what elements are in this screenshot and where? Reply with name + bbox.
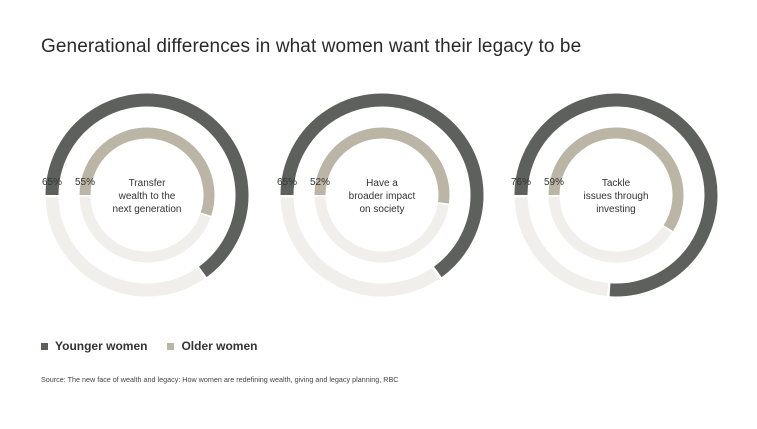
value-label-older: 55% [75, 177, 95, 188]
category-label-line: Transfer [129, 178, 167, 189]
ring-track-older [548, 196, 673, 263]
ring-arc-older [548, 127, 684, 232]
category-label-line: wealth to the [118, 191, 176, 202]
value-label-older: 52% [310, 177, 330, 188]
legend-item-older: Older women [167, 339, 257, 353]
value-label-older: 59% [544, 177, 564, 188]
category-label-line: next generation [113, 204, 182, 215]
value-label-younger: 65% [42, 177, 62, 188]
ring-arc-older [79, 127, 215, 216]
value-label-younger: 76% [511, 177, 531, 188]
legend-label-older: Older women [181, 339, 258, 353]
ring-track-older [79, 196, 211, 263]
ring-arc-older [314, 127, 450, 204]
legend-swatch-younger [41, 342, 48, 350]
category-label-line: issues through [583, 191, 648, 202]
legend-item-younger: Younger women [41, 339, 147, 353]
source-note: Source: The new face of wealth and legac… [41, 375, 399, 384]
ring-track-younger [280, 197, 440, 297]
category-label-line: on society [359, 204, 404, 215]
legend-swatch-older [167, 342, 175, 350]
category-label-line: Tackle [602, 178, 631, 189]
ring-track-younger [45, 197, 205, 297]
legend-label-younger: Younger women [55, 339, 148, 353]
legend: Younger women Older women [41, 339, 277, 353]
value-label-younger: 65% [277, 177, 297, 188]
category-label-line: Have a [366, 178, 398, 189]
category-label-line: broader impact [349, 191, 416, 202]
category-label-line: investing [596, 204, 635, 215]
chart-title: Generational differences in what women w… [41, 36, 582, 57]
ring-arc-younger [514, 93, 718, 297]
ring-track-younger [514, 197, 609, 297]
ring-track-older [314, 196, 449, 263]
ring-arc-younger [280, 93, 484, 278]
ring-arc-younger [45, 93, 249, 278]
